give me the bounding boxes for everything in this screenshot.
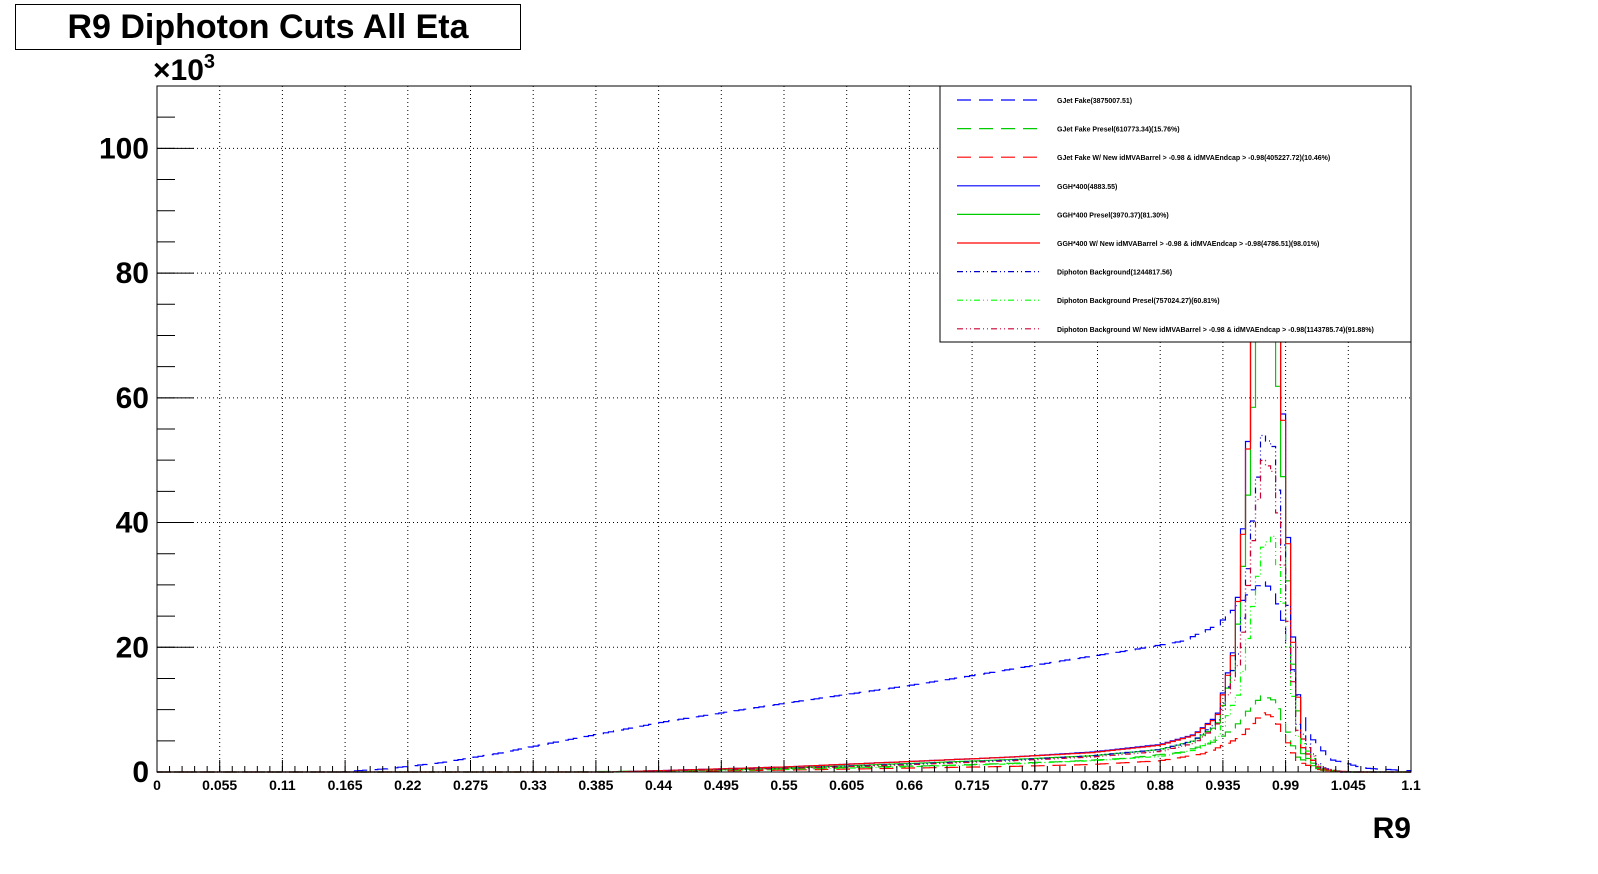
series-line-1 [157,581,1412,773]
series-line-8 [157,535,1411,773]
x-tick-label: 0.165 [328,777,363,793]
series-line-7 [157,434,1411,773]
x-tick-label: 0.88 [1147,777,1174,793]
x-tick-label: 0.33 [520,777,547,793]
y-multiplier: ×103 [153,51,215,87]
legend-entry-label: GGH*400(4883.55) [1057,184,1117,191]
x-tick-label: 0.715 [955,777,990,793]
x-tick-label: 0.11 [269,777,296,793]
x-axis-label: R9 [1373,812,1411,845]
x-tick-label: 0 [153,777,161,793]
x-tick-label: 0.55 [770,777,797,793]
y-tick-label: 80 [116,257,149,290]
x-tick-label: 0.22 [394,777,421,793]
x-tick-label: 0.44 [645,777,672,793]
y-multiplier-exponent: 3 [204,51,215,73]
x-tick-label: 0.275 [453,777,488,793]
legend-entry-label: GJet Fake Presel(610773.34)(15.76%) [1057,127,1180,134]
y-tick-label: 0 [132,756,149,789]
x-tick-label: 1.1 [1401,777,1421,793]
x-tick-label: 0.935 [1205,777,1240,793]
x-tick-label: 0.77 [1021,777,1048,793]
y-tick-label: 20 [116,631,149,664]
x-tick-label: 0.055 [202,777,237,793]
y-tick-label: 100 [99,132,149,165]
x-tick-label: 0.495 [704,777,739,793]
legend-entry-label: GJet Fake W/ New idMVABarrel > -0.98 & i… [1057,155,1330,162]
legend-entry-label: Diphoton Background W/ New idMVABarrel >… [1057,327,1374,334]
chart-title-box: R9 Diphoton Cuts All Eta [15,4,521,50]
x-tick-label: 1.045 [1331,777,1366,793]
y-multiplier-base: ×10 [153,54,204,87]
legend-entry-label: GJet Fake(3875007.51) [1057,98,1132,105]
legend: GJet Fake(3875007.51) GJet Fake Presel(61… [939,85,1412,343]
x-tick-label: 0.385 [578,777,613,793]
x-tick-label: 0.605 [829,777,864,793]
series-line-2 [157,695,1411,773]
legend-entry-label: GGH*400 Presel(3970.37)(81.30%) [1057,212,1169,219]
x-tick-label: 0.99 [1272,777,1299,793]
y-tick-label: 40 [116,507,149,540]
legend-entry-label: GGH*400 W/ New idMVABarrel > -0.98 & idM… [1057,241,1319,248]
x-tick-label: 0.825 [1080,777,1115,793]
axis-ticks: 0 0.055 0.11 0.165 0.22 0.275 0.33 0.385 0.44 0.4… [99,85,1421,793]
legend-entry-label: Diphoton Background(1244817.56) [1057,270,1172,277]
series-line-9 [157,459,1411,773]
chart-title: R9 Diphoton Cuts All Eta [67,7,469,46]
legend-entry-label: Diphoton Background Presel(757024.27)(60… [1057,298,1220,305]
y-tick-label: 60 [116,382,149,415]
x-tick-label: 0.66 [896,777,923,793]
